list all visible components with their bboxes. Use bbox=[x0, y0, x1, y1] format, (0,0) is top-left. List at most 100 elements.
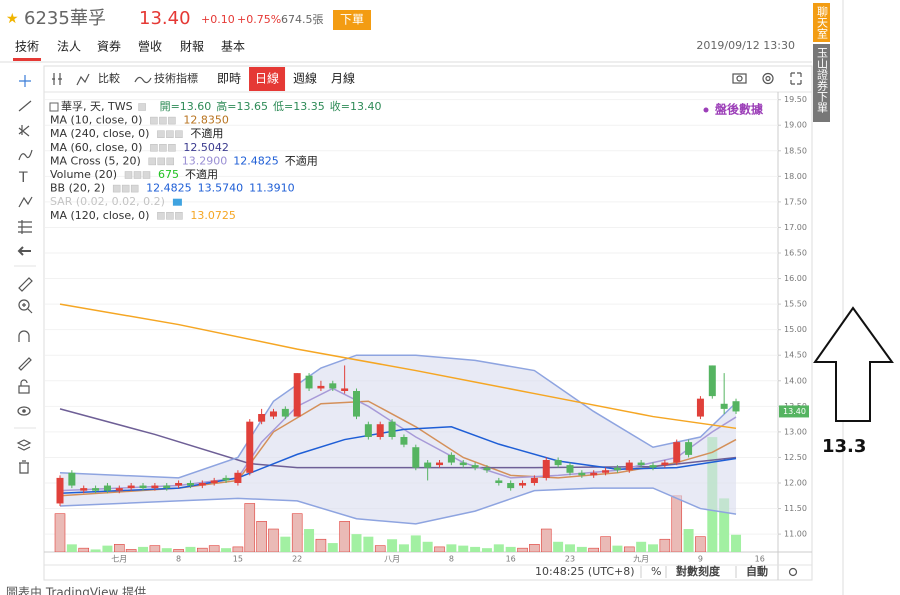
legend-control[interactable] bbox=[148, 157, 156, 166]
prediction-tool[interactable] bbox=[18, 220, 32, 234]
candle-body bbox=[175, 483, 183, 486]
tab[interactable]: 資券 bbox=[97, 39, 121, 54]
settings-icon[interactable] bbox=[762, 72, 774, 85]
candle-body bbox=[696, 398, 704, 417]
indicator-line bbox=[59, 487, 737, 525]
crosshair-tool[interactable] bbox=[19, 75, 31, 87]
indicator-readout: 13.5740 bbox=[198, 182, 244, 195]
plot-area bbox=[45, 99, 778, 552]
tab[interactable]: 法人 bbox=[57, 40, 81, 54]
auto-toggle[interactable]: 自動 bbox=[746, 564, 768, 578]
volume-bar bbox=[244, 503, 256, 552]
indicators-label[interactable]: 技術指標 bbox=[154, 71, 198, 85]
candle-body bbox=[673, 442, 681, 463]
interval-button[interactable]: 日線 bbox=[255, 71, 279, 86]
legend-control[interactable] bbox=[157, 212, 165, 220]
tab[interactable]: 基本 bbox=[221, 40, 245, 54]
lock-shackle bbox=[20, 379, 28, 386]
order-tab[interactable] bbox=[813, 44, 830, 122]
legend-control[interactable] bbox=[166, 157, 174, 166]
log-scale-toggle[interactable]: 對數刻度 bbox=[676, 564, 721, 578]
tab[interactable]: 財報 bbox=[180, 39, 204, 54]
y-tick-label: 11.50 bbox=[784, 504, 807, 513]
brush-tool[interactable] bbox=[18, 149, 33, 161]
indicator-label: MA (120, close, 0) bbox=[50, 209, 149, 222]
percent-toggle[interactable]: % bbox=[651, 565, 661, 578]
order-tab-label[interactable]: 玉山證券下單 bbox=[816, 47, 829, 113]
tab[interactable]: 技術 bbox=[15, 40, 39, 54]
legend-control[interactable] bbox=[159, 144, 167, 152]
volume-bar bbox=[232, 546, 244, 552]
text-tool[interactable]: T bbox=[18, 170, 28, 186]
indicator-label: MA (10, close, 0) bbox=[50, 114, 142, 127]
candle-body bbox=[341, 388, 349, 391]
legend-control[interactable] bbox=[175, 212, 183, 220]
interval-button[interactable]: 即時 bbox=[217, 72, 241, 86]
zoom-tool[interactable] bbox=[18, 299, 30, 311]
legend-control[interactable] bbox=[150, 116, 158, 125]
candle-body bbox=[424, 462, 432, 468]
x-tick-label: 8 bbox=[176, 555, 181, 564]
candle-body bbox=[649, 465, 657, 468]
pattern-tool[interactable] bbox=[18, 196, 33, 208]
legend-control[interactable] bbox=[124, 171, 133, 179]
legend-control[interactable] bbox=[166, 212, 174, 220]
legend-control[interactable] bbox=[166, 130, 174, 138]
back-tool[interactable] bbox=[17, 246, 31, 256]
legend-control[interactable] bbox=[159, 116, 167, 125]
candle-body bbox=[139, 485, 147, 489]
legend-control[interactable] bbox=[112, 184, 121, 193]
compare-label[interactable]: 比較 bbox=[98, 71, 120, 85]
line-tool[interactable] bbox=[18, 100, 32, 112]
ohlc-readout: 高=13.65 bbox=[216, 99, 268, 113]
toolbar-icons bbox=[52, 72, 802, 86]
legend-control[interactable] bbox=[133, 171, 142, 179]
candle-body bbox=[186, 483, 194, 486]
volume-bar bbox=[434, 546, 445, 552]
candle-body bbox=[234, 472, 242, 483]
magnet-tool[interactable] bbox=[18, 330, 30, 342]
legend-control[interactable] bbox=[130, 184, 139, 193]
legend-control[interactable] bbox=[175, 130, 183, 138]
stay-drawing-tool[interactable] bbox=[18, 357, 32, 371]
tab[interactable]: 營收 bbox=[138, 40, 162, 54]
axis-settings-icon[interactable] bbox=[788, 567, 798, 577]
compare-icon[interactable] bbox=[76, 73, 90, 86]
candle-body bbox=[80, 488, 88, 491]
order-button-label[interactable]: 下單 bbox=[340, 13, 364, 27]
star-icon[interactable]: ★ bbox=[6, 11, 19, 27]
legend-control[interactable] bbox=[172, 198, 182, 206]
camera-icon[interactable] bbox=[732, 73, 747, 84]
collapse-icon[interactable] bbox=[49, 102, 59, 112]
legend-control[interactable] bbox=[150, 144, 158, 152]
fullscreen-icon[interactable] bbox=[790, 72, 802, 85]
legend-control[interactable] bbox=[157, 130, 165, 138]
interval-button[interactable]: 月線 bbox=[331, 71, 355, 86]
delete-tool[interactable] bbox=[19, 460, 29, 474]
legend-control[interactable] bbox=[168, 144, 176, 152]
interval-button[interactable]: 週線 bbox=[293, 71, 317, 86]
legend-control[interactable] bbox=[138, 103, 146, 111]
layers-tool[interactable] bbox=[16, 439, 32, 451]
fib-tool[interactable] bbox=[18, 125, 30, 137]
y-tick-label: 18.50 bbox=[784, 146, 807, 155]
lock-tool[interactable] bbox=[18, 385, 30, 394]
candle-body bbox=[554, 460, 562, 466]
legend-control[interactable] bbox=[121, 184, 130, 193]
order-button[interactable] bbox=[333, 10, 371, 30]
chat-tab[interactable] bbox=[813, 3, 830, 42]
candle-body bbox=[151, 485, 159, 489]
candle-body bbox=[436, 462, 444, 466]
indicator-icon[interactable] bbox=[134, 76, 152, 84]
legend-control[interactable] bbox=[157, 157, 165, 166]
legend-control[interactable] bbox=[142, 171, 151, 179]
ruler-tool[interactable] bbox=[18, 277, 33, 292]
volume-bar bbox=[197, 547, 208, 552]
visibility-tool[interactable] bbox=[17, 406, 31, 416]
legend-control[interactable] bbox=[168, 116, 176, 125]
symbol-icon[interactable] bbox=[52, 73, 62, 85]
y-tick-label: 17.50 bbox=[784, 197, 807, 206]
candle-body bbox=[578, 472, 586, 476]
chat-tab-label[interactable]: 聊天室 bbox=[816, 5, 829, 39]
